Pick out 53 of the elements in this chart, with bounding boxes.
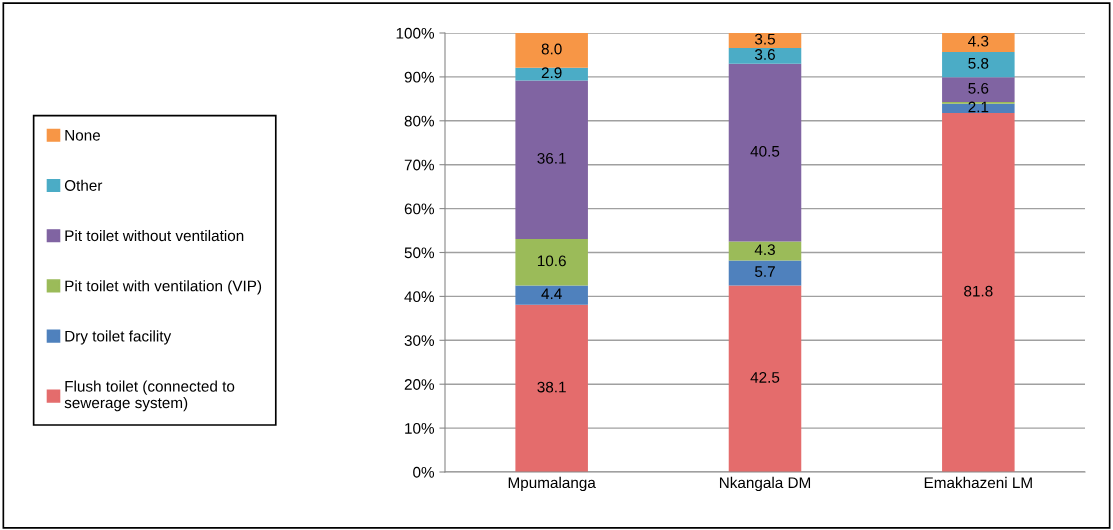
legend-label: Other [64,179,103,191]
y-tick-label: 100% [396,27,435,39]
bar [942,33,1015,52]
y-tick-label: 40% [404,291,435,303]
y-tick-label: 60% [404,203,435,215]
bar [515,238,588,286]
legend-label: Dry toilet facility [65,330,172,345]
data-label: 4.3 [754,244,775,256]
y-tick-label: 70% [404,159,435,171]
data-label: 5.8 [968,57,989,69]
legend-label: Pit toilet with ventilation (VIP) [65,280,262,295]
y-tick-label: 80% [404,115,435,127]
data-label: 2.9 [541,67,562,79]
bar [942,77,1015,102]
bar [515,33,588,68]
data-label: 5.7 [754,266,775,278]
data-label: 4.4 [541,288,562,300]
y-tick-label: 90% [404,71,435,83]
bar [728,285,802,472]
legend-label: Flush toilet (connected to sewerage system) [64,380,235,412]
legend-label: Pit toilet without ventilation [65,229,244,242]
data-label: 5.6 [968,82,989,94]
data-label: 38.1 [537,381,566,393]
data-label: 10.6 [537,255,566,267]
bar [515,80,588,239]
legend-label: None [65,130,101,141]
bar [942,103,1015,113]
data-label: 8.0 [541,43,562,55]
bar [942,112,1015,472]
x-tick-label: Emakhazeni LM [924,476,1032,489]
y-tick-label: 30% [404,335,435,346]
bar [515,285,588,305]
y-tick-label: 0% [413,466,435,478]
bar [728,241,802,261]
bar [728,47,802,64]
y-tick-label: 20% [404,379,435,390]
data-label: 42.5 [750,372,780,383]
data-label: 81.8 [964,285,993,297]
x-tick-label: Nkangala DM [719,476,811,492]
data-label: 40.5 [750,145,780,157]
data-label: 2.1 [968,101,989,113]
bar [728,33,802,48]
bar [728,260,802,286]
data-label: 4.3 [968,35,989,47]
x-tick-label: Mpumalanga [508,476,596,492]
bar [942,51,1015,78]
bar [728,63,802,242]
data-label: 3.5 [754,33,775,45]
y-tick-label: 10% [405,422,435,434]
data-label: 3.6 [754,49,775,60]
data-label: 36.1 [537,152,566,164]
bar [515,304,588,472]
y-tick-label: 50% [404,247,435,259]
